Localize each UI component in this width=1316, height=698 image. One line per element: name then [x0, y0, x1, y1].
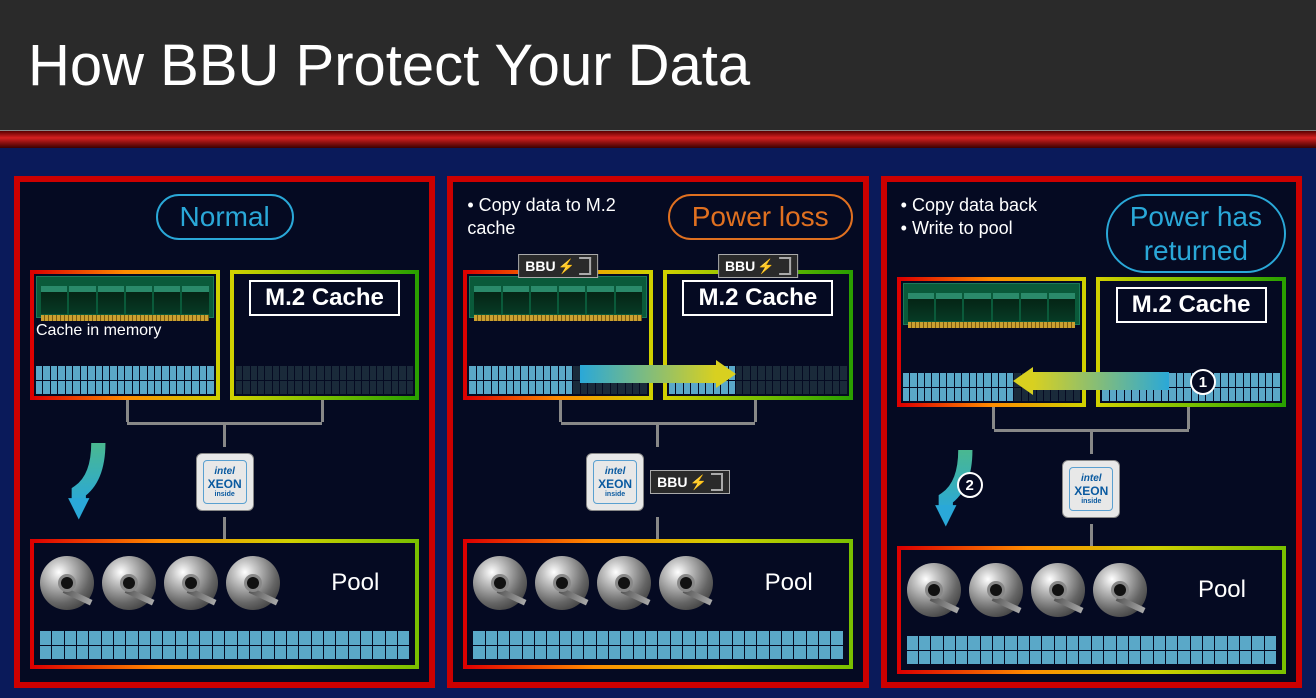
pool-box: Pool: [30, 539, 419, 669]
memory-box: Cache in memory: [30, 270, 220, 400]
disk-icon: [164, 556, 218, 610]
m2-cache-box: M.2 Cache: [230, 270, 420, 400]
cpu-icon: intelXEONinside: [1062, 460, 1120, 518]
pool-label: Pool: [1198, 576, 1246, 604]
disk-icon: [535, 556, 589, 610]
pool-box: Pool: [897, 546, 1286, 674]
disk-icon: [473, 556, 527, 610]
disk-icon: [969, 563, 1023, 617]
ram-icon: [469, 276, 647, 318]
pool-label: Pool: [331, 569, 379, 597]
ram-icon: [36, 276, 214, 318]
disk-icon: [1093, 563, 1147, 617]
cpu-icon: intelXEONinside: [586, 453, 644, 511]
panel-1: Copy data to M.2 cachePower loss BBU⚡ BBU⚡…: [447, 176, 868, 688]
m2-cache-label: M.2 Cache: [249, 280, 400, 316]
state-badge: Power loss: [668, 194, 853, 240]
disk-icon: [1031, 563, 1085, 617]
transfer-arrow-icon: [580, 362, 736, 386]
diagram-content: Normal Cache in memory M.2 Cache intelXEONi…: [0, 148, 1316, 698]
disk-icon: [102, 556, 156, 610]
state-badge: Normal: [156, 194, 294, 240]
state-badge: Power hasreturned: [1106, 194, 1286, 273]
cpu-icon: intelXEONinside: [196, 453, 254, 511]
pool-label: Pool: [765, 569, 813, 597]
bbu-badge: BBU⚡: [518, 254, 598, 278]
disk-icon: [40, 556, 94, 610]
slide-title: How BBU Protect Your Data: [28, 32, 750, 99]
transfer-arrow-icon: [1013, 369, 1169, 393]
disk-icon: [907, 563, 961, 617]
memory-label: Cache in memory: [36, 322, 214, 340]
disk-icon: [597, 556, 651, 610]
panel-bullets: Copy data backWrite to pool: [897, 194, 1037, 241]
bbu-badge: BBU⚡: [718, 254, 798, 278]
divider-strip: [0, 130, 1316, 148]
m2-cache-label: M.2 Cache: [682, 280, 833, 316]
bbu-badge: BBU⚡: [650, 470, 730, 494]
flow-arrow-icon: [60, 443, 110, 523]
m2-cache-label: M.2 Cache: [1116, 287, 1267, 323]
disk-icon: [659, 556, 713, 610]
panel-0: Normal Cache in memory M.2 Cache intelXEONi…: [14, 176, 435, 688]
ram-icon: [903, 283, 1081, 325]
disk-icon: [226, 556, 280, 610]
slide-header: How BBU Protect Your Data: [0, 0, 1316, 130]
pool-box: Pool: [463, 539, 852, 669]
panel-bullets: Copy data to M.2 cache: [463, 194, 659, 241]
panel-2: Copy data backWrite to pool Power hasretu…: [881, 176, 1302, 688]
